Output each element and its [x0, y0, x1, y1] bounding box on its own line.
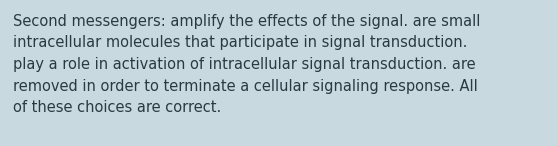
Text: removed in order to terminate a cellular signaling response. All: removed in order to terminate a cellular…	[13, 79, 478, 93]
Text: play a role in activation of intracellular signal transduction. are: play a role in activation of intracellul…	[13, 57, 475, 72]
Text: Second messengers: amplify the effects of the signal. are small: Second messengers: amplify the effects o…	[13, 14, 480, 29]
Text: of these choices are correct.: of these choices are correct.	[13, 100, 222, 115]
Text: intracellular molecules that participate in signal transduction.: intracellular molecules that participate…	[13, 35, 468, 51]
